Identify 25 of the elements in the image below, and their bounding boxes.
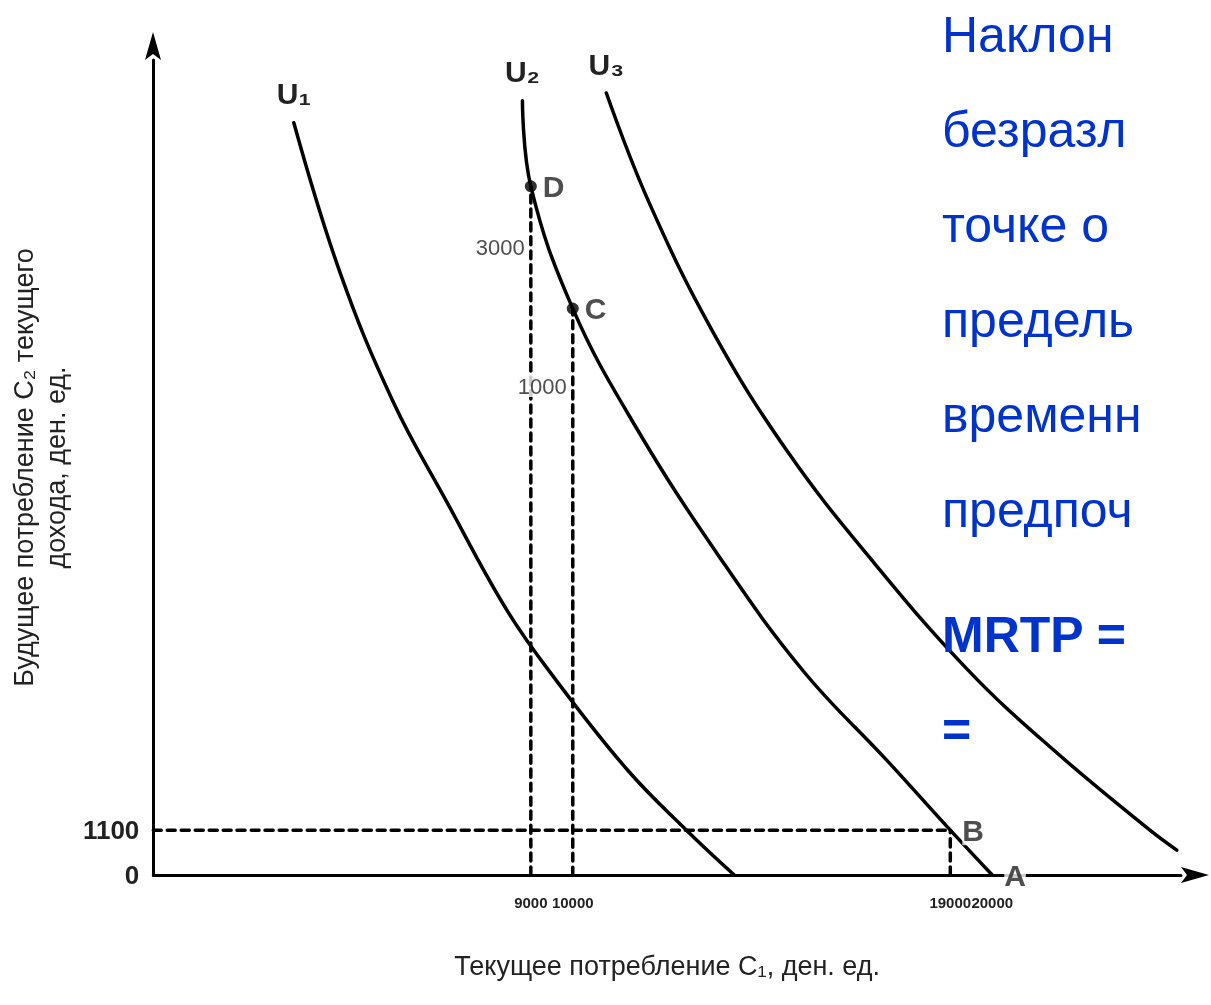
series-label: U₂ xyxy=(504,55,540,89)
x-tick-label: 20000 xyxy=(971,894,1014,911)
annotation: безразл xyxy=(942,102,1127,158)
annotation: C xyxy=(584,292,607,326)
x-tick-label: 10000 xyxy=(551,894,594,911)
annotation: D xyxy=(542,169,565,203)
annotation: 3000 xyxy=(475,234,525,260)
annotation: 1000 xyxy=(517,373,567,399)
annotation: A xyxy=(1004,858,1026,892)
series-label: U₁ xyxy=(276,77,311,111)
annotation: B xyxy=(962,813,984,847)
y-tick-label: 1100 xyxy=(82,815,140,846)
x-tick-label: 9000 xyxy=(514,894,548,911)
annotation: предель xyxy=(942,292,1135,348)
annotation: временн xyxy=(942,387,1142,443)
x-axis-title: Текущее потребление C₁, ден. ед. xyxy=(454,951,880,981)
annotation: MRTP = xyxy=(942,607,1126,663)
annotation: точке о xyxy=(942,197,1110,253)
x-tick-label: 19000 xyxy=(929,894,972,911)
y-tick-label: 0 xyxy=(124,860,140,890)
y-axis-title: Будущее потребление C₂ текущего дохода, ден. ед. xyxy=(9,248,71,687)
annotation: = xyxy=(942,702,972,758)
series-label: U₃ xyxy=(588,47,625,81)
annotation: Наклон xyxy=(942,7,1114,63)
annotation: предпоч xyxy=(942,482,1133,538)
